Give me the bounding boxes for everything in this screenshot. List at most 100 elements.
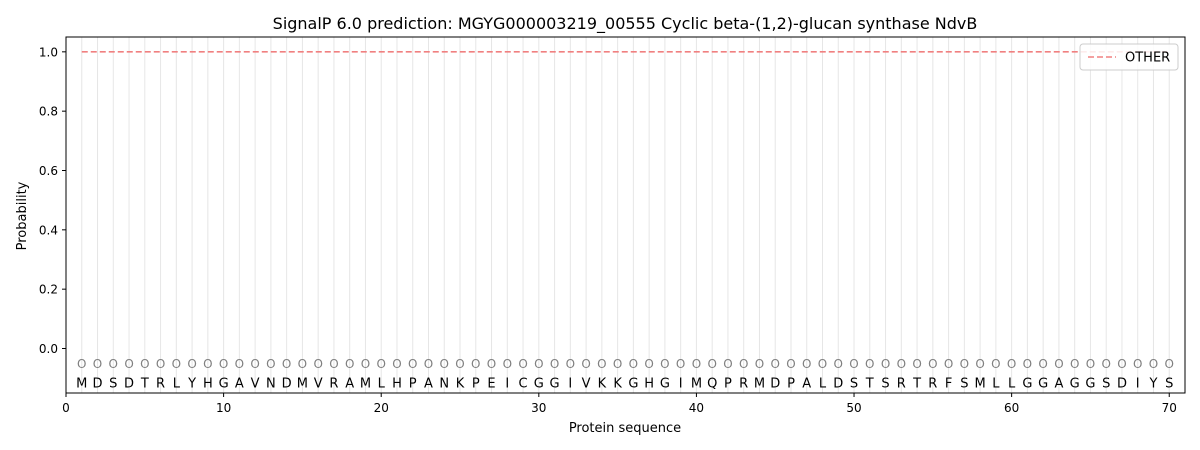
- region-label: O: [455, 357, 464, 371]
- residue-label: P: [724, 377, 732, 392]
- region-label: O: [140, 357, 149, 371]
- residue-label: P: [472, 377, 480, 392]
- residue-label: L: [1008, 377, 1016, 392]
- region-label: O: [676, 357, 685, 371]
- residue-label: H: [203, 377, 213, 392]
- region-label: O: [219, 357, 228, 371]
- residue-label: M: [297, 377, 308, 392]
- residue-label: V: [251, 377, 260, 392]
- region-label: O: [424, 357, 433, 371]
- region-label: O: [1149, 357, 1158, 371]
- residue-label: G: [660, 377, 670, 392]
- residue-label: D: [282, 377, 292, 392]
- x-tick-label: 30: [531, 401, 546, 415]
- residue-label: S: [960, 377, 968, 392]
- x-tick-label: 0: [62, 401, 70, 415]
- residue-label: P: [787, 377, 795, 392]
- chart-title: SignalP 6.0 prediction: MGYG000003219_00…: [273, 14, 978, 34]
- residue-label: H: [644, 377, 654, 392]
- region-label: O: [1054, 357, 1063, 371]
- x-tick-label: 20: [374, 401, 389, 415]
- legend: OTHER: [1079, 43, 1179, 71]
- residue-label: G: [1022, 377, 1032, 392]
- residue-label: D: [124, 377, 134, 392]
- residue-label: L: [378, 377, 386, 392]
- residue-label: G: [534, 377, 544, 392]
- region-label: O: [266, 357, 275, 371]
- residue-label: T: [912, 377, 921, 392]
- region-label: O: [440, 357, 449, 371]
- region-label: O: [1101, 357, 1110, 371]
- region-label: O: [345, 357, 354, 371]
- region-label: O: [881, 357, 890, 371]
- region-label: O: [597, 357, 606, 371]
- residue-label: M: [691, 377, 702, 392]
- region-label: O: [534, 357, 543, 371]
- region-label: O: [613, 357, 622, 371]
- residue-label: M: [76, 377, 87, 392]
- residue-label: V: [582, 377, 591, 392]
- region-label: O: [172, 357, 181, 371]
- residue-label: V: [314, 377, 323, 392]
- residue-label: G: [219, 377, 229, 392]
- region-label: O: [786, 357, 795, 371]
- y-axis-label: Probability: [15, 181, 30, 250]
- residue-label: M: [754, 377, 765, 392]
- region-label: O: [1007, 357, 1016, 371]
- region-label: O: [1165, 357, 1174, 371]
- region-label: O: [124, 357, 133, 371]
- region-label: O: [250, 357, 259, 371]
- region-label: O: [298, 357, 307, 371]
- x-tick-label: 60: [1004, 401, 1019, 415]
- region-label: O: [313, 357, 322, 371]
- region-label: O: [960, 357, 969, 371]
- marks-layer: OMODOSODOTOROLOYOHOGOAOVONODOMOVOROAOMOL…: [76, 357, 1174, 392]
- y-tick-label: 0.0: [39, 342, 58, 356]
- region-label: O: [629, 357, 638, 371]
- region-label: O: [802, 357, 811, 371]
- region-label: O: [849, 357, 858, 371]
- residue-label: Y: [1149, 377, 1158, 392]
- residue-label: R: [329, 377, 338, 392]
- region-label: O: [566, 357, 575, 371]
- axes-layer: 0.0 0.2 0.4 0.6 0.8 1.0 0 10 20 30 40 50 60 70: [39, 36, 1186, 415]
- region-label: O: [235, 357, 244, 371]
- residue-label: K: [456, 377, 465, 392]
- region-label: O: [1038, 357, 1047, 371]
- region-label: O: [723, 357, 732, 371]
- residue-label: A: [1054, 377, 1063, 392]
- residue-label: A: [235, 377, 244, 392]
- residue-label: D: [93, 377, 103, 392]
- region-label: O: [156, 357, 165, 371]
- region-label: O: [93, 357, 102, 371]
- residue-label: I: [505, 377, 509, 392]
- region-label: O: [487, 357, 496, 371]
- residue-label: H: [392, 377, 402, 392]
- legend-entry: OTHER: [1125, 51, 1170, 66]
- residue-label: F: [945, 377, 952, 392]
- x-tick-label: 40: [689, 401, 704, 415]
- region-label: O: [912, 357, 921, 371]
- region-label: O: [361, 357, 370, 371]
- x-axis-label: Protein sequence: [569, 421, 681, 436]
- region-label: O: [1117, 357, 1126, 371]
- residue-label: D: [833, 377, 843, 392]
- region-label: O: [692, 357, 701, 371]
- residue-label: I: [1136, 377, 1140, 392]
- region-label: O: [282, 357, 291, 371]
- residue-label: K: [613, 377, 622, 392]
- plot-frame: [65, 36, 1186, 394]
- region-label: O: [975, 357, 984, 371]
- region-label: O: [392, 357, 401, 371]
- residue-label: G: [1085, 377, 1095, 392]
- region-label: O: [109, 357, 118, 371]
- residue-label: S: [850, 377, 858, 392]
- region-label: O: [928, 357, 937, 371]
- region-label: O: [755, 357, 764, 371]
- residue-label: M: [975, 377, 986, 392]
- residue-label: E: [487, 377, 495, 392]
- y-tick-label: 1.0: [39, 45, 58, 59]
- residue-label: S: [1102, 377, 1110, 392]
- residue-label: P: [409, 377, 417, 392]
